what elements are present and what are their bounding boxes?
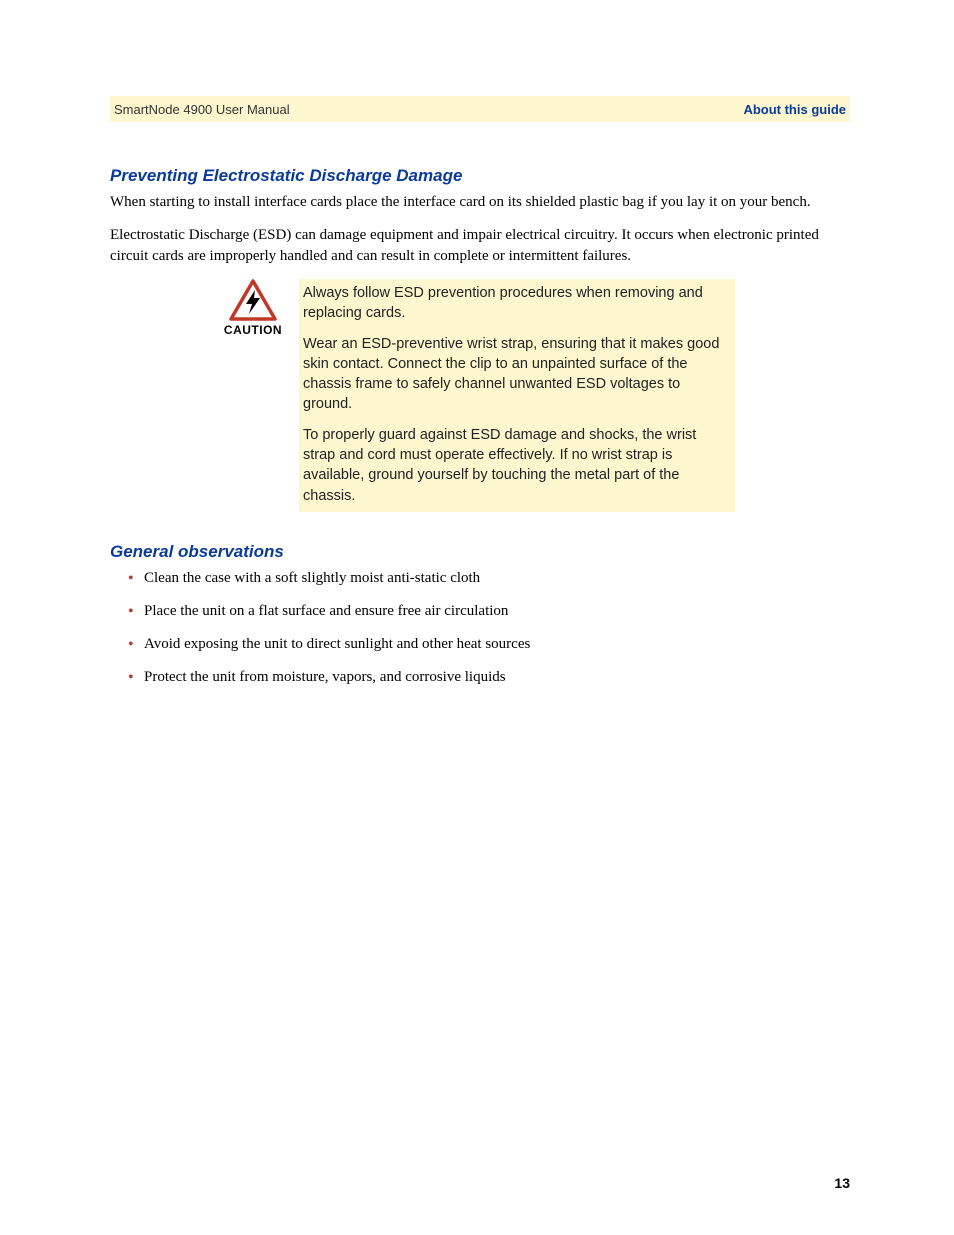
list-item: Protect the unit from moisture, vapors, …	[130, 667, 850, 688]
body-paragraph: Electrostatic Discharge (ESD) can damage…	[110, 225, 850, 267]
list-item: Place the unit on a flat surface and ens…	[130, 601, 850, 622]
caution-icon-wrap: CAUTION	[225, 279, 281, 337]
section-title-general: General observations	[110, 542, 850, 562]
section-title-esd: Preventing Electrostatic Discharge Damag…	[110, 166, 850, 186]
header-left: SmartNode 4900 User Manual	[114, 102, 290, 117]
header-right: About this guide	[743, 102, 846, 117]
caution-paragraph: To properly guard against ESD damage and…	[303, 425, 727, 506]
list-item: Clean the case with a soft slightly mois…	[130, 568, 850, 589]
caution-esd-icon	[229, 279, 277, 321]
bullet-list: Clean the case with a soft slightly mois…	[110, 568, 850, 688]
caution-text: Always follow ESD prevention procedures …	[299, 279, 735, 512]
page-number: 13	[834, 1175, 850, 1191]
caution-block: CAUTION Always follow ESD prevention pro…	[225, 279, 735, 512]
caution-paragraph: Always follow ESD prevention procedures …	[303, 283, 727, 324]
caution-paragraph: Wear an ESD-preventive wrist strap, ensu…	[303, 334, 727, 415]
caution-label: CAUTION	[224, 323, 282, 337]
page: SmartNode 4900 User Manual About this gu…	[0, 0, 954, 1235]
body-paragraph: When starting to install interface cards…	[110, 192, 850, 213]
header-bar: SmartNode 4900 User Manual About this gu…	[110, 96, 850, 122]
list-item: Avoid exposing the unit to direct sunlig…	[130, 634, 850, 655]
